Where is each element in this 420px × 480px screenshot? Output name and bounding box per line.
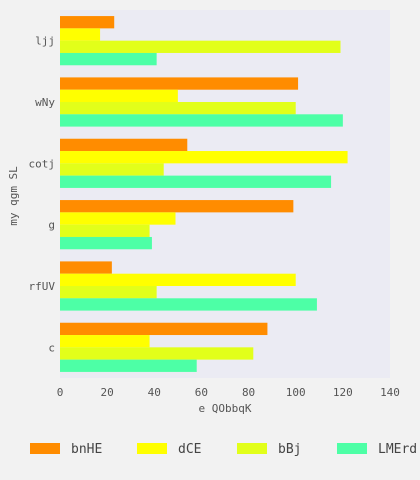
bar-dCE-ljj: [60, 28, 101, 41]
bar-bBj-c: [60, 347, 254, 360]
x-axis-label: e QObbqK: [199, 402, 252, 415]
bar-LMErd-rfUV: [60, 298, 317, 311]
bar-dCE-c: [60, 335, 150, 348]
bar-dCE-cotj: [60, 151, 348, 164]
bar-bBj-ljj: [60, 40, 341, 53]
bar-bnHE-g: [60, 200, 294, 213]
legend-label-dCE: dCE: [178, 442, 201, 457]
y-tick-label: c: [48, 341, 55, 354]
legend-label-LMErd: LMErd: [378, 442, 417, 457]
bar-bnHE-wNy: [60, 77, 299, 90]
bar-bBj-g: [60, 224, 150, 237]
y-tick-label: rfUV: [29, 280, 56, 293]
legend-swatch-bnHE: [30, 443, 60, 454]
bar-LMErd-c: [60, 359, 197, 372]
bar-dCE-wNy: [60, 89, 178, 102]
y-tick-label: ljj: [35, 35, 55, 48]
bar-bBj-cotj: [60, 163, 164, 176]
bar-bBj-wNy: [60, 102, 296, 115]
legend-label-bBj: bBj: [278, 442, 301, 457]
bar-LMErd-g: [60, 236, 152, 250]
x-tick-label: 0: [57, 386, 64, 399]
bar-bnHE-c: [60, 322, 268, 336]
y-axis-label: my qgm SL: [7, 166, 20, 226]
bar-LMErd-cotj: [60, 175, 332, 188]
x-tick-label: 100: [286, 386, 306, 399]
legend-swatch-LMErd: [337, 443, 367, 454]
y-tick-label: cotj: [29, 157, 56, 170]
bar-bnHE-ljj: [60, 16, 115, 29]
x-tick-label: 140: [380, 386, 400, 399]
bar-bnHE-cotj: [60, 138, 188, 152]
x-tick-label: 80: [242, 386, 255, 399]
x-tick-label: 40: [148, 386, 161, 399]
plot-area: [60, 10, 390, 378]
bar-bnHE-rfUV: [60, 261, 112, 274]
legend-swatch-dCE: [137, 443, 167, 454]
legend-swatch-bBj: [237, 443, 267, 454]
bar-dCE-rfUV: [60, 273, 296, 286]
x-tick-labels: 0 20 40 60 80 100 120 140: [57, 386, 400, 399]
y-tick-labels: ljj wNy cotj g rfUV c: [29, 35, 56, 355]
legend: bnHE dCE bBj LMErd: [30, 442, 417, 457]
bar-bBj-rfUV: [60, 286, 157, 299]
bar-LMErd-ljj: [60, 52, 157, 66]
legend-label-bnHE: bnHE: [71, 442, 102, 457]
x-tick-label: 20: [101, 386, 114, 399]
bar-dCE-g: [60, 212, 176, 225]
y-tick-label: g: [48, 219, 55, 232]
bars-group: [60, 16, 348, 372]
y-tick-label: wNy: [35, 96, 55, 109]
bar-LMErd-wNy: [60, 114, 343, 127]
x-tick-label: 120: [333, 386, 353, 399]
x-tick-label: 60: [195, 386, 208, 399]
